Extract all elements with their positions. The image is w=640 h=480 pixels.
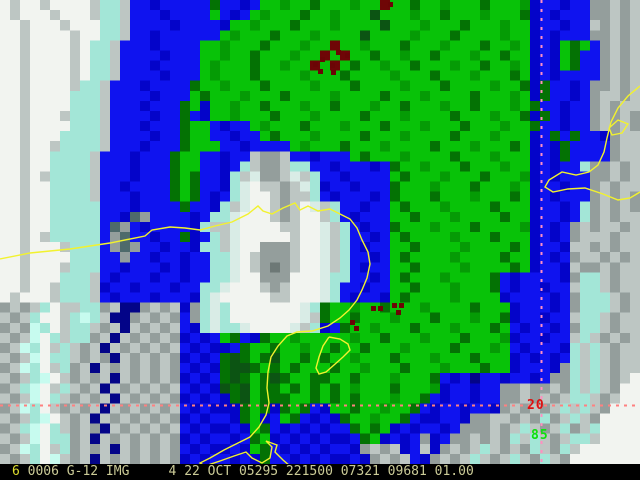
satellite-ir-image	[0, 0, 640, 464]
status-bar: 6 0006 G-12 IMG 4 22 OCT 05295 221500 07…	[0, 464, 640, 480]
frame-number: 6	[12, 464, 20, 479]
status-bar-text: 0006 G-12 IMG 4 22 OCT 05295 221500 0732…	[19, 464, 474, 479]
